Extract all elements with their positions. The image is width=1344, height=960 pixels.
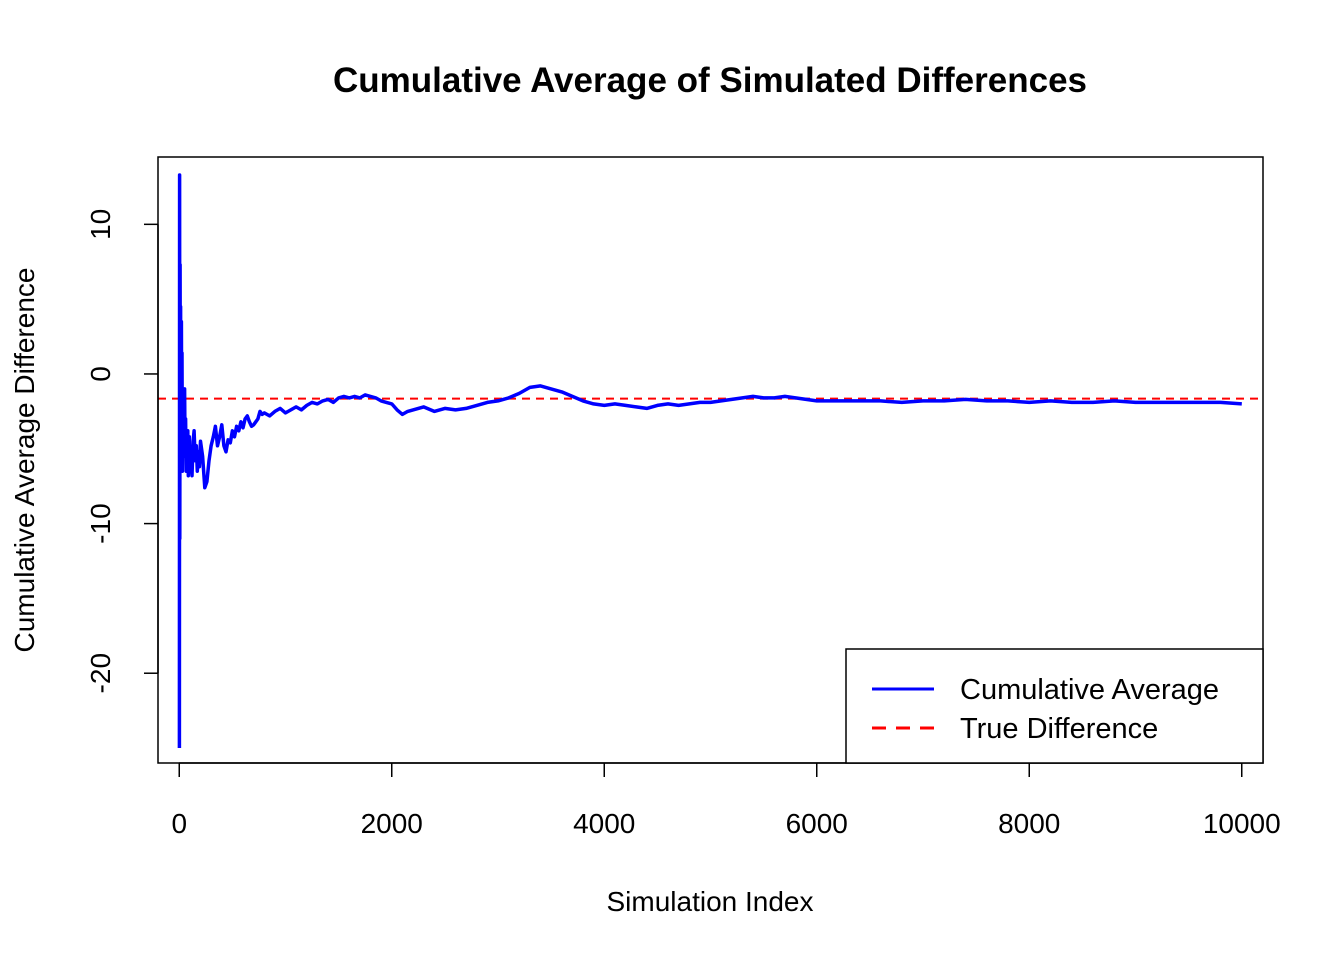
x-tick-label: 8000 (998, 808, 1060, 839)
x-tick-label: 6000 (786, 808, 848, 839)
cumulative-average-line-group (177, 173, 1242, 749)
y-axis: -20 -10 0 10 (85, 209, 159, 693)
x-axis: 0 2000 4000 6000 8000 10000 (171, 762, 1281, 839)
legend-box (845, 648, 1264, 764)
x-tick-label: 2000 (361, 808, 423, 839)
y-axis-label: Cumulative Average Difference (9, 268, 40, 653)
y-tick-label: 10 (85, 209, 116, 240)
y-tick-label: -20 (85, 653, 116, 693)
cumulative-average-line (177, 173, 1242, 749)
x-tick-label: 10000 (1203, 808, 1281, 839)
legend: Cumulative Average True Difference (845, 648, 1264, 764)
legend-label-cumulative-average: Cumulative Average (960, 674, 1219, 706)
x-axis-label: Simulation Index (606, 886, 813, 917)
y-tick-label: 0 (85, 366, 116, 382)
legend-label-true-difference: True Difference (960, 713, 1158, 745)
x-tick-label: 4000 (573, 808, 635, 839)
y-tick-label: -10 (85, 503, 116, 543)
chart-title: Cumulative Average of Simulated Differen… (333, 61, 1087, 100)
x-tick-label: 0 (171, 808, 187, 839)
